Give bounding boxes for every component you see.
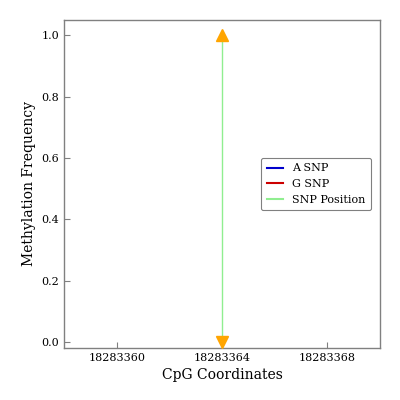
Legend: A SNP, G SNP, SNP Position: A SNP, G SNP, SNP Position (261, 158, 371, 210)
X-axis label: CpG Coordinates: CpG Coordinates (162, 368, 282, 382)
Y-axis label: Methylation Frequency: Methylation Frequency (22, 102, 36, 266)
